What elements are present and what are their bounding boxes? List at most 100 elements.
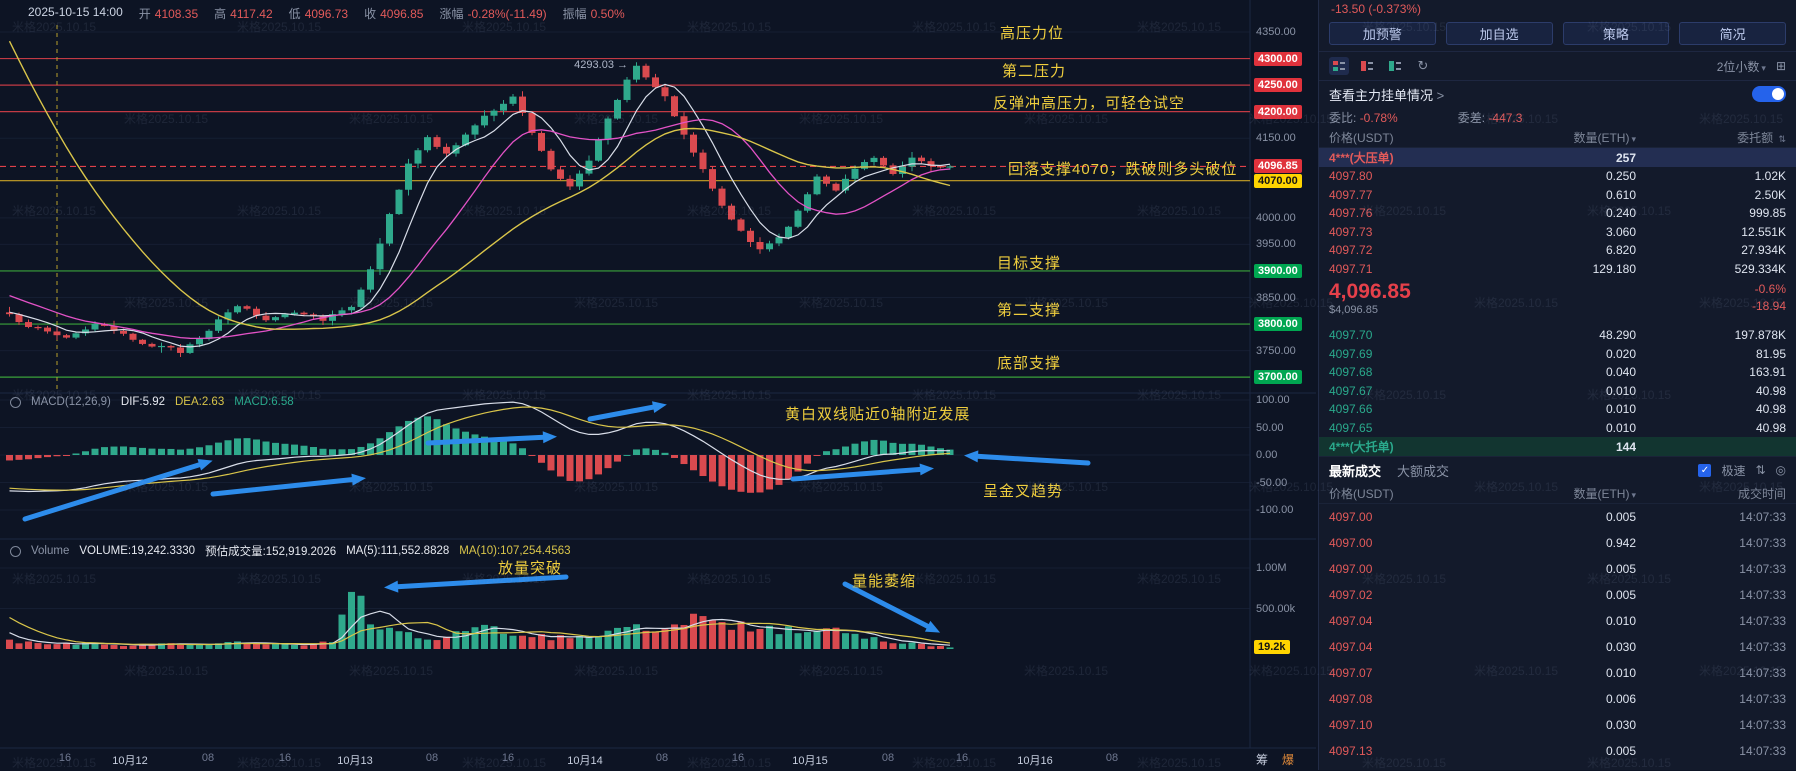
trade-row: 4097.08 0.006 14:07:33 (1329, 692, 1786, 706)
time-axis-label: 10月16 (1017, 755, 1053, 767)
macd-value: MACD:6.58 (234, 396, 294, 408)
macd-axis-label: 50.00 (1256, 421, 1284, 434)
main-order-link[interactable]: 查看主力挂单情况 > (1329, 87, 1445, 103)
change-percent: -0.6% (1754, 282, 1786, 296)
order-book-row[interactable]: 4097.70 48.290 197.878K (1329, 328, 1786, 343)
time-axis-label: 16 (501, 752, 515, 764)
change-amount: -18.94 (1751, 299, 1786, 313)
ohlc-info-bar: 2025-10-15 14:00 开 4108.35 高 4117.42 低 4096.7… (28, 5, 625, 22)
brief-button[interactable]: 简况 (1679, 22, 1786, 45)
last-price: 4,096.85 (1329, 280, 1411, 303)
macd-axis-label: 0.00 (1256, 449, 1278, 461)
big-buy-order-row[interactable]: 4***(大托单) 144 (1319, 437, 1796, 456)
bottom-tool-0[interactable]: 筹 (1256, 753, 1269, 767)
volume-legend: Volume VOLUME:19,242.3330 预估成交量:152,919.… (10, 543, 571, 559)
time-axis: 16 10月12 08 16 10月13 08 16 10月14 08 16 10月15 08 16 10… (58, 752, 1295, 767)
order-book-panel: -13.50 (-0.373%) 加预警 加自选 策略 简况 ↻ 2位小数 ▾ ⊞ 查看… (1318, 0, 1796, 770)
time-axis-label: 16 (731, 752, 745, 764)
chevron-down-icon: ▾ (1761, 62, 1766, 73)
volume-value: VOLUME:19,242.3330 (79, 545, 196, 557)
trade-row: 4097.00 0.942 14:07:33 (1329, 536, 1786, 550)
candlestick-chart[interactable]: 4293.03 → (0, 0, 1318, 770)
price-axis-badge: 3700.00 (1254, 370, 1302, 385)
order-book-row[interactable]: 4097.73 3.060 12.551K (1329, 224, 1786, 239)
order-book-row[interactable]: 4097.80 0.250 1.02K (1329, 169, 1786, 184)
ohlc-field: 收 4096.85 (364, 7, 424, 21)
order-book-row[interactable]: 4097.77 0.610 2.50K (1329, 187, 1786, 202)
qty-header[interactable]: 数量(ETH) ▾ (1573, 130, 1636, 145)
tab-large-trades[interactable]: 大额成交 (1397, 463, 1450, 479)
book-mode-split-icon[interactable] (1329, 57, 1349, 75)
book-mode-bids-icon[interactable] (1385, 57, 1405, 75)
price-axis-badge: 3800.00 (1254, 317, 1302, 332)
macd-settings-icon[interactable] (10, 396, 21, 408)
big-sell-order-row[interactable]: 4***(大压单) 257 (1319, 148, 1796, 167)
add-watchlist-button[interactable]: 加自选 (1445, 22, 1553, 45)
time-axis-label: 10月15 (792, 755, 828, 767)
time-axis-label: 16 (58, 752, 72, 764)
ohlc-field: 低 4096.73 (288, 7, 349, 21)
book-mode-asks-icon[interactable] (1357, 57, 1377, 75)
volume-axis-label: 1.00M (1256, 562, 1287, 574)
chart-area: 4293.03 → 2025-10-15 14:00 开 4108.35 高 4117… (0, 0, 1318, 770)
ohlc-field: 涨幅 -0.28%(-11.49) (439, 7, 547, 21)
bottom-tool-1[interactable]: 爆 (1282, 753, 1295, 767)
layout-grid-icon[interactable]: ⊞ (1775, 59, 1786, 73)
trade-row: 4097.04 0.010 14:07:33 (1329, 614, 1786, 628)
trade-row: 4097.00 0.005 14:07:33 (1329, 510, 1786, 524)
volume-settings-icon[interactable] (10, 545, 21, 557)
change-readout: -13.50 (-0.373%) (1331, 2, 1422, 16)
trades-list: 4097.00 0.005 14:07:33 4097.00 0.942 14:07:33… (1319, 504, 1796, 764)
order-book-row[interactable]: 4097.66 0.010 40.98 (1329, 402, 1786, 417)
price-axis-label: 3850.00 (1256, 291, 1296, 304)
sort-icon[interactable]: ⇅ (1755, 463, 1766, 477)
main-order-toggle[interactable] (1752, 86, 1786, 102)
trade-row: 4097.10 0.030 14:07:33 (1329, 718, 1786, 732)
asks-list: 4097.80 0.250 1.02K 4097.77 0.610 2.50K 4097.7… (1319, 167, 1796, 278)
weicha-value: -447.3 (1488, 110, 1523, 125)
order-book-row[interactable]: 4097.76 0.240 999.85 (1329, 206, 1786, 221)
speed-label: 极速 (1721, 463, 1746, 478)
speed-checkbox[interactable]: ✓ (1698, 463, 1712, 477)
target-icon[interactable]: ◎ (1775, 463, 1786, 477)
order-book-row[interactable]: 4097.67 0.010 40.98 (1329, 383, 1786, 398)
order-book-row[interactable]: 4097.72 6.820 27.934K (1329, 243, 1786, 258)
macd-axis-label: -100.00 (1256, 504, 1294, 516)
price-axis-badge: 4300.00 (1254, 51, 1302, 66)
time-axis-label: 10月14 (567, 755, 603, 767)
time-axis-label: 10月13 (337, 755, 373, 767)
amount-header[interactable]: 委托额 ⇅ (1737, 130, 1786, 145)
trade-row: 4097.00 0.005 14:07:33 (1329, 562, 1786, 576)
macd-axis-label: -50.00 (1256, 476, 1288, 489)
volume-ma10: MA(10):107,254.4563 (459, 545, 571, 557)
tab-latest-trades[interactable]: 最新成交 (1329, 463, 1382, 479)
time-axis-label: 08 (1105, 752, 1119, 764)
time-axis-label: 10月12 (112, 755, 148, 767)
order-book-row[interactable]: 4097.68 0.040 163.91 (1329, 365, 1786, 380)
order-book-row[interactable]: 4097.69 0.020 81.95 (1329, 346, 1786, 361)
trade-qty-header[interactable]: 数量(ETH) ▾ (1573, 486, 1636, 501)
macd-dif: DIF:5.92 (120, 396, 165, 408)
volume-axis-badge: 19.2k (1254, 640, 1290, 654)
volume-ma5: MA(5):111,552.8828 (346, 545, 450, 557)
ohlc-field: 振幅 0.50% (562, 7, 625, 21)
book-header-row: 价格(USDT) 数量(ETH) ▾ 委托额 ⇅ (1319, 127, 1796, 148)
main-order-row: 查看主力挂单情况 > (1319, 81, 1796, 107)
volume-axis-label: 500.00k (1256, 602, 1296, 615)
trade-row: 4097.13 0.005 14:07:33 (1329, 744, 1786, 758)
strategy-button[interactable]: 策略 (1562, 22, 1670, 45)
trade-row: 4097.07 0.010 14:07:33 (1329, 666, 1786, 680)
add-alert-button[interactable]: 加预警 (1329, 22, 1436, 45)
price-axis-label: 3750.00 (1256, 344, 1296, 357)
decimals-select[interactable]: 2位小数 ▾ (1716, 59, 1766, 74)
order-book-row[interactable]: 4097.65 0.010 40.98 (1329, 420, 1786, 435)
time-axis-label: 08 (425, 752, 439, 764)
refresh-icon[interactable]: ↻ (1417, 58, 1429, 73)
price-axis-badge: 4200.00 (1254, 104, 1302, 119)
price-axis-badge: 4096.85 (1254, 159, 1302, 174)
price-axis-label: 3950.00 (1256, 238, 1296, 251)
volume-estimate: 预估成交量:152,919.2026 (205, 546, 337, 558)
time-axis-label: 08 (655, 752, 669, 764)
weibi-value: -0.78% (1359, 110, 1398, 125)
order-book-row[interactable]: 4097.71 129.180 529.334K (1329, 261, 1786, 276)
